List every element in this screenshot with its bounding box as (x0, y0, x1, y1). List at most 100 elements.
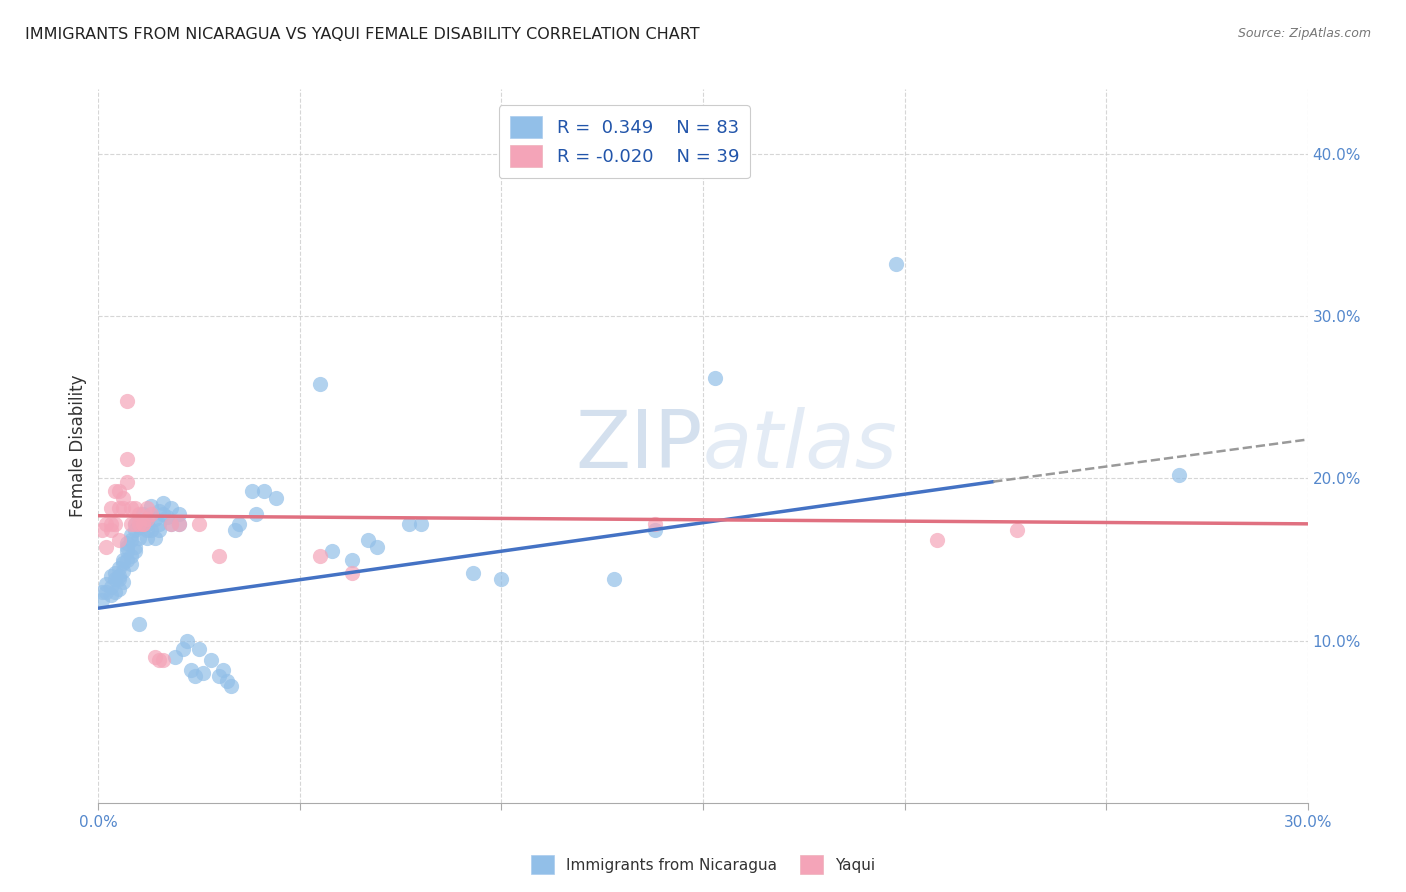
Point (167, 507, 190, 521)
Point (212, 663, 235, 677)
Point (603, 572, 626, 586)
Point (128, 617, 150, 632)
Point (107, 484, 129, 499)
Point (200, 653, 222, 667)
Point (264, 491, 287, 505)
Point (135, 500, 157, 515)
Point (148, 504, 170, 518)
Point (148, 524, 170, 538)
Point (120, 528, 142, 542)
Point (1167, 468, 1189, 483)
Point (115, 452, 138, 467)
Point (100, 500, 122, 515)
Point (107, 560, 129, 574)
Point (103, 566, 125, 580)
Point (124, 540, 146, 554)
Point (111, 575, 134, 590)
Point (107, 572, 129, 586)
Point (357, 533, 380, 547)
Point (135, 516, 157, 531)
Point (120, 549, 142, 564)
Point (228, 516, 250, 531)
Point (224, 524, 246, 538)
Point (160, 516, 183, 531)
Point (111, 491, 134, 505)
Point (100, 516, 122, 531)
Point (167, 516, 190, 531)
Point (124, 500, 146, 515)
Text: atlas: atlas (703, 407, 898, 485)
Point (309, 549, 332, 564)
Point (115, 475, 138, 489)
Point (100, 588, 122, 602)
Point (184, 669, 207, 683)
Point (163, 649, 186, 664)
Point (188, 516, 211, 531)
Point (96, 577, 118, 591)
Point (152, 653, 174, 667)
Point (111, 500, 134, 515)
Point (176, 633, 198, 648)
Point (160, 516, 183, 531)
Text: IMMIGRANTS FROM NICARAGUA VS YAQUI FEMALE DISABILITY CORRELATION CHART: IMMIGRANTS FROM NICARAGUA VS YAQUI FEMAL… (25, 27, 700, 42)
Point (100, 580, 122, 594)
Point (253, 484, 276, 499)
Point (240, 484, 263, 499)
Point (143, 649, 166, 664)
Point (132, 516, 155, 531)
Point (115, 393, 138, 408)
Point (124, 516, 146, 531)
Point (103, 572, 125, 586)
Text: Source: ZipAtlas.com: Source: ZipAtlas.com (1237, 27, 1371, 40)
Point (217, 674, 239, 689)
Point (172, 641, 194, 656)
Point (463, 566, 485, 580)
Point (208, 669, 231, 683)
Point (100, 524, 122, 538)
Point (107, 500, 129, 515)
Y-axis label: Female Disability: Female Disability (69, 375, 87, 517)
Point (644, 516, 666, 531)
Point (886, 257, 908, 271)
Point (128, 516, 150, 531)
Point (107, 582, 129, 596)
Point (1007, 524, 1029, 538)
Point (143, 532, 166, 546)
Point (925, 533, 948, 547)
Point (111, 564, 134, 578)
Point (124, 544, 146, 558)
Point (342, 552, 364, 566)
Point (193, 666, 215, 681)
Point (124, 524, 146, 538)
Point (152, 496, 174, 510)
Point (398, 516, 420, 531)
Point (100, 568, 122, 582)
Point (148, 653, 170, 667)
Point (107, 533, 129, 547)
Point (321, 544, 343, 558)
Point (160, 500, 183, 515)
Point (128, 532, 150, 546)
Point (309, 377, 332, 392)
Point (96, 540, 118, 554)
Point (342, 566, 364, 580)
Point (132, 507, 155, 521)
Point (115, 552, 138, 566)
Point (96, 585, 118, 599)
Point (128, 507, 150, 521)
Point (221, 679, 243, 693)
Point (139, 524, 162, 538)
Point (139, 507, 162, 521)
Point (491, 572, 513, 586)
Point (103, 484, 125, 499)
Point (143, 512, 166, 526)
Point (103, 516, 125, 531)
Point (704, 371, 727, 385)
Point (115, 540, 138, 554)
Point (188, 641, 211, 656)
Point (139, 499, 162, 513)
Point (128, 520, 150, 534)
Point (115, 544, 138, 558)
Point (208, 549, 231, 564)
Point (91, 593, 114, 607)
